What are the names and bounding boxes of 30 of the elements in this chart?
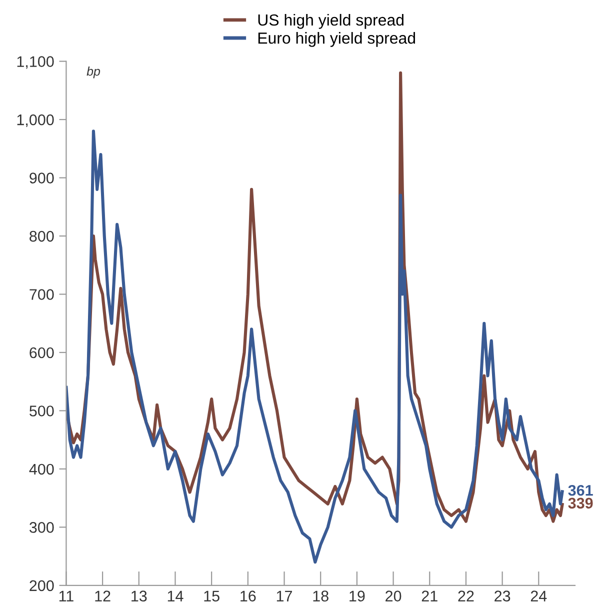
y-tick-label: 600 bbox=[30, 347, 54, 358]
x-tick-label: 15 bbox=[204, 590, 220, 602]
x-tick-label: 18 bbox=[313, 590, 328, 602]
y-tick-label: 1,000 bbox=[17, 114, 54, 128]
y-tick-label: 400 bbox=[29, 464, 54, 475]
x-tick-label: 13 bbox=[132, 590, 147, 602]
annotation: bp bbox=[86, 66, 100, 78]
y-tick-label: 700 bbox=[30, 289, 54, 300]
y-tick-label: 200 bbox=[30, 580, 54, 592]
y-tick-label: 300 bbox=[29, 522, 54, 533]
legend-label: US high yield spread bbox=[258, 14, 404, 29]
y-tick-label: 800 bbox=[30, 230, 54, 242]
y-tick-label: 900 bbox=[30, 172, 54, 184]
annotation: 339 bbox=[568, 498, 593, 509]
y-tick-label: 1,100 bbox=[17, 56, 54, 69]
line-series bbox=[66, 130, 564, 564]
x-tick-label: 19 bbox=[350, 590, 365, 602]
annotation: 361 bbox=[568, 484, 593, 496]
x-tick-label: 22 bbox=[458, 590, 474, 602]
x-tick-label: 23 bbox=[494, 590, 510, 602]
x-tick-label: 14 bbox=[168, 590, 184, 602]
x-tick-label: 12 bbox=[95, 590, 110, 602]
legend-label: Euro high yield spread bbox=[258, 32, 416, 47]
x-tick-label: 16 bbox=[240, 590, 256, 602]
y-tick-label: 500 bbox=[30, 406, 54, 416]
x-tick-label: 17 bbox=[276, 590, 292, 602]
x-tick-label: 20 bbox=[386, 590, 402, 602]
x-tick-label: 24 bbox=[530, 590, 547, 602]
x-tick-label: 21 bbox=[422, 590, 438, 602]
x-tick-label: 11 bbox=[59, 590, 74, 602]
